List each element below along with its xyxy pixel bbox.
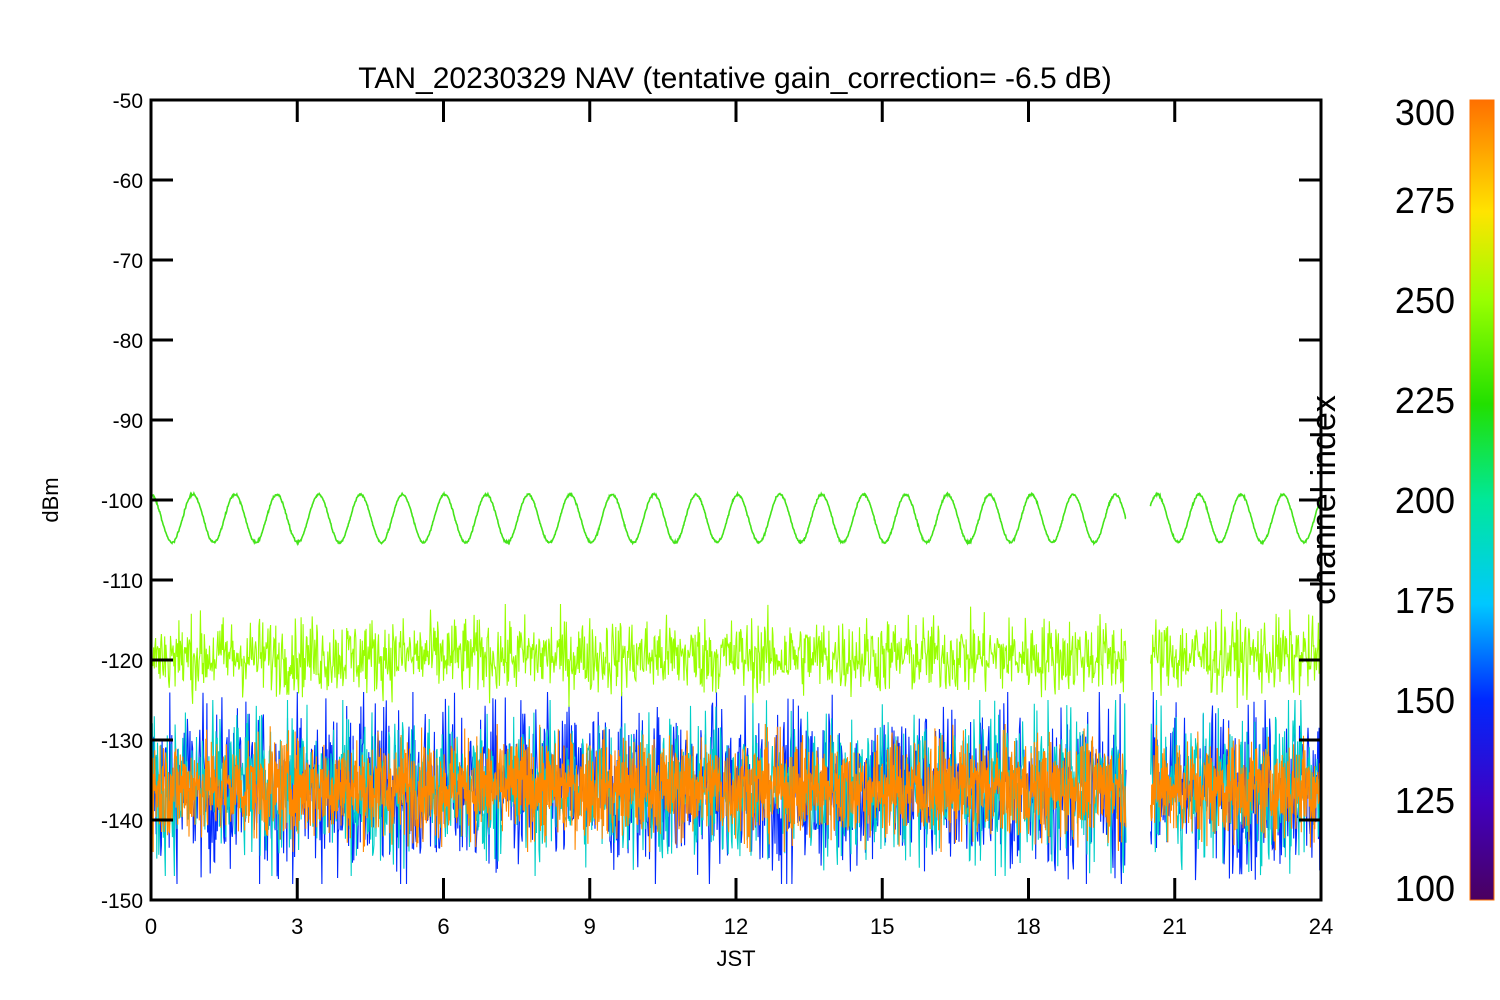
y-tick-label: -140 [101, 810, 143, 833]
y-tick-label: -110 [103, 570, 143, 593]
series-channel-255 [151, 603, 1321, 709]
colorbar-tick-label: 200 [1395, 480, 1455, 521]
y-tick-label: -90 [113, 410, 143, 433]
colorbar-tick-label: 250 [1395, 280, 1455, 321]
chart-title: TAN_20230329 NAV (tentative gain_correct… [358, 62, 1112, 95]
colorbar [1469, 99, 1495, 901]
y-axis: -50 -60 -70 -80 -90 -100 -110 -120 -130 -140 -150 [101, 90, 1321, 913]
y-tick-label: -70 [113, 250, 143, 273]
plot-series [151, 490, 1321, 885]
y-tick-label: -150 [101, 890, 143, 913]
y-tick-label: -120 [101, 650, 143, 673]
x-tick-label: 12 [724, 914, 748, 939]
x-tick-label: 3 [291, 914, 303, 939]
y-tick-label: -60 [113, 170, 143, 193]
x-tick-label: 15 [870, 914, 894, 939]
x-tick-label: 18 [1016, 914, 1040, 939]
colorbar-tick-label: 225 [1395, 380, 1455, 421]
x-tick-label: 21 [1163, 914, 1187, 939]
colorbar-tick-label: 125 [1395, 780, 1455, 821]
colorbar-tick-label: 150 [1395, 680, 1455, 721]
colorbar-tick-label: 175 [1395, 580, 1455, 621]
colorbar-tick-label: 100 [1395, 868, 1455, 909]
series-channel-285 [151, 723, 1321, 853]
x-tick-label: 24 [1309, 914, 1333, 939]
x-axis: 0 3 6 9 12 15 18 21 24 [145, 100, 1333, 939]
colorbar-ticks: 100 125 150 175 200 225 250 275 300 [1395, 92, 1455, 909]
y-tick-label: -100 [101, 490, 143, 513]
colorbar-tick-label: 300 [1395, 92, 1455, 133]
y-tick-label: -50 [113, 90, 143, 113]
x-axis-label: JST [716, 946, 755, 971]
colorbar-tick-label: 275 [1395, 180, 1455, 221]
y-tick-label: -130 [101, 730, 143, 753]
x-tick-label: 6 [437, 914, 449, 939]
y-tick-label: -80 [113, 330, 143, 353]
x-tick-label: 0 [145, 914, 157, 939]
series-channel-230 [151, 490, 1321, 547]
colorbar-label: channel index [1305, 395, 1343, 605]
y-axis-label: dBm [38, 477, 63, 522]
x-tick-label: 9 [584, 914, 596, 939]
